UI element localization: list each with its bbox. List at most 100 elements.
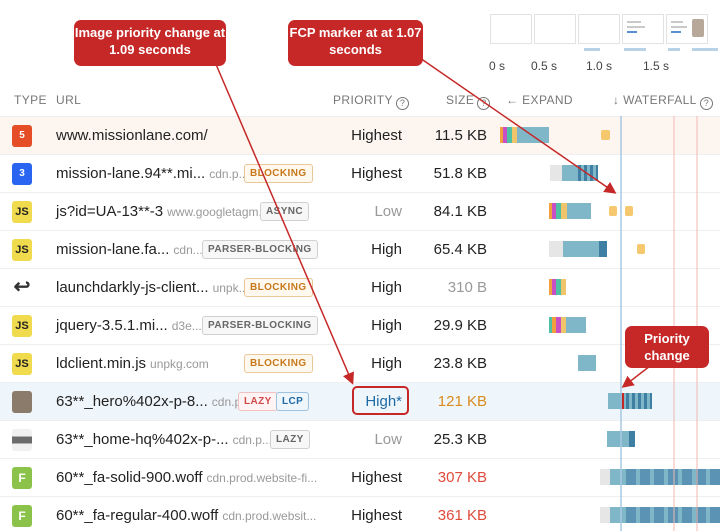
request-url[interactable]: launchdarkly-js-client... unpk... <box>56 279 249 296</box>
size-value: 84.1 KB <box>433 203 487 220</box>
header-size-label: SIZE <box>446 93 475 107</box>
image-thumbnail-icon <box>12 391 32 413</box>
request-url[interactable]: js?id=UA-13**-3 www.googletagm... <box>56 203 269 220</box>
waterfall-bar[interactable] <box>498 459 720 497</box>
waterfall-label: WATERFALL <box>623 93 697 107</box>
filmstrip-frame[interactable] <box>490 14 532 44</box>
filmstrip-frame[interactable] <box>534 14 576 44</box>
table-row[interactable]: 63**_home-hq%402x-p-... cdn.p... LAZY Low… <box>0 420 720 458</box>
url-text: 60**_fa-regular-400.woff <box>56 507 219 524</box>
url-text: mission-lane.94**.mi... <box>56 165 206 182</box>
priority-value: High <box>371 355 402 372</box>
font-icon: F <box>12 467 32 489</box>
expand-button[interactable]: ← EXPAND <box>506 93 573 107</box>
filmstrip-frame[interactable] <box>622 14 664 44</box>
size-value: 11.5 KB <box>434 127 487 144</box>
request-url[interactable]: 63**_home-hq%402x-p-... cdn.p... <box>56 431 272 448</box>
font-icon: F <box>12 505 32 527</box>
waterfall-bar[interactable] <box>498 193 720 231</box>
priority-value: Highest <box>351 127 402 144</box>
help-icon[interactable]: ? <box>477 97 491 110</box>
priority-value: Low <box>374 431 402 448</box>
table-row[interactable]: JS js?id=UA-13**-3 www.googletagm... ASYN… <box>0 192 720 230</box>
waterfall-bar[interactable] <box>498 345 720 383</box>
domain-text: cdn.p... <box>232 433 272 447</box>
request-table: 5 www.missionlane.com/ Highest 11.5 KB 3… <box>0 116 720 531</box>
request-url[interactable]: 60**_fa-regular-400.woff cdn.prod.websit.… <box>56 507 316 524</box>
header-priority[interactable]: PRIORITY? <box>333 93 409 110</box>
html5-icon: 5 <box>12 125 32 147</box>
header-url[interactable]: URL <box>56 93 82 107</box>
waterfall-bar[interactable] <box>498 383 720 421</box>
url-text: mission-lane.fa... <box>56 241 170 258</box>
css3-icon: 3 <box>12 163 32 185</box>
size-value: 29.9 KB <box>433 317 487 334</box>
header-priority-label: PRIORITY <box>333 93 393 107</box>
header-waterfall[interactable]: ↓ WATERFALL? <box>613 93 713 110</box>
time-label-1-5: 1.5 s <box>643 59 670 73</box>
waterfall-bar[interactable] <box>498 497 720 531</box>
domain-text: cdn.prod.websit... <box>222 509 317 523</box>
size-value: 307 KB <box>437 469 487 486</box>
url-text: www.missionlane.com/ <box>56 127 208 144</box>
time-label-1-0: 1.0 s <box>586 59 613 73</box>
header-size[interactable]: SIZE? <box>446 93 491 110</box>
waterfall-bar[interactable] <box>498 421 720 459</box>
size-value: 361 KB <box>437 507 487 524</box>
waterfall-bar[interactable] <box>498 117 720 155</box>
time-label-0-5: 0.5 s <box>531 59 558 73</box>
waterfall-bar[interactable] <box>498 307 720 345</box>
table-row[interactable]: 5 www.missionlane.com/ Highest 11.5 KB <box>0 116 720 154</box>
table-row[interactable]: 63**_hero%402x-p-8... cdn.p... LAZY LCP H… <box>0 382 720 420</box>
lazy-badge: LAZY <box>238 392 278 411</box>
size-value: 310 B <box>447 279 487 296</box>
filmstrip-frame[interactable] <box>578 14 620 44</box>
priority-value: Low <box>374 203 402 220</box>
async-badge: ASYNC <box>260 202 310 221</box>
priority-value: Highest <box>351 469 402 486</box>
request-url[interactable]: mission-lane.fa... cdn... <box>56 241 203 258</box>
domain-text: cdn.p... <box>209 167 249 181</box>
request-url[interactable]: 63**_hero%402x-p-8... cdn.p... <box>56 393 251 410</box>
filmstrip: 0 s 0.5 s 1.0 s 1.5 s <box>488 12 720 76</box>
url-text: 63**_hero%402x-p-8... <box>56 393 208 410</box>
filmstrip-progress <box>488 48 720 51</box>
table-row[interactable]: 3 mission-lane.94**.mi... cdn.p... BLOCKI… <box>0 154 720 192</box>
callout-fcp-marker: FCP marker at at 1.07 seconds <box>288 20 423 66</box>
header-type[interactable]: TYPE <box>14 93 47 107</box>
request-url[interactable]: ldclient.min.js unpkg.com <box>56 355 209 372</box>
help-icon[interactable]: ? <box>395 97 409 110</box>
expand-label: EXPAND <box>522 93 573 107</box>
blocking-badge: BLOCKING <box>244 354 313 373</box>
url-text: 63**_home-hq%402x-p-... <box>56 431 229 448</box>
waterfall-bar[interactable] <box>498 231 720 269</box>
parser-blocking-badge: PARSER-BLOCKING <box>202 240 318 259</box>
request-url[interactable]: jquery-3.5.1.mi... d3e... <box>56 317 202 334</box>
table-row[interactable]: F 60**_fa-regular-400.woff cdn.prod.websi… <box>0 496 720 531</box>
domain-text: unpkg.com <box>150 357 209 371</box>
priority-value: High <box>371 317 402 334</box>
waterfall-bar[interactable] <box>498 155 720 193</box>
table-row[interactable]: JS jquery-3.5.1.mi... d3e... PARSER-BLOCK… <box>0 306 720 344</box>
filmstrip-frame[interactable] <box>666 14 708 44</box>
table-row[interactable]: JS mission-lane.fa... cdn... PARSER-BLOCK… <box>0 230 720 268</box>
request-url[interactable]: mission-lane.94**.mi... cdn.p... <box>56 165 249 182</box>
request-url[interactable]: 60**_fa-solid-900.woff cdn.prod.website-f… <box>56 469 317 486</box>
table-row[interactable]: JS ldclient.min.js unpkg.com BLOCKING Hig… <box>0 344 720 382</box>
domain-text: d3e... <box>171 319 202 333</box>
waterfall-bar[interactable] <box>498 269 720 307</box>
parser-blocking-badge: PARSER-BLOCKING <box>202 316 318 335</box>
table-row[interactable]: ↩ launchdarkly-js-client... unpk... BLOCK… <box>0 268 720 306</box>
request-url[interactable]: www.missionlane.com/ <box>56 127 208 144</box>
blocking-badge: BLOCKING <box>244 278 313 297</box>
javascript-icon: JS <box>12 201 32 223</box>
redirect-icon: ↩ <box>13 276 31 298</box>
time-label-0: 0 s <box>489 59 506 73</box>
size-value: 121 KB <box>437 393 487 410</box>
lcp-badge: LCP <box>276 392 310 411</box>
help-icon[interactable]: ? <box>699 97 713 110</box>
javascript-icon: JS <box>12 239 32 261</box>
domain-text: www.googletagm... <box>167 205 269 219</box>
table-row[interactable]: F 60**_fa-solid-900.woff cdn.prod.website… <box>0 458 720 496</box>
size-value: 23.8 KB <box>433 355 487 372</box>
